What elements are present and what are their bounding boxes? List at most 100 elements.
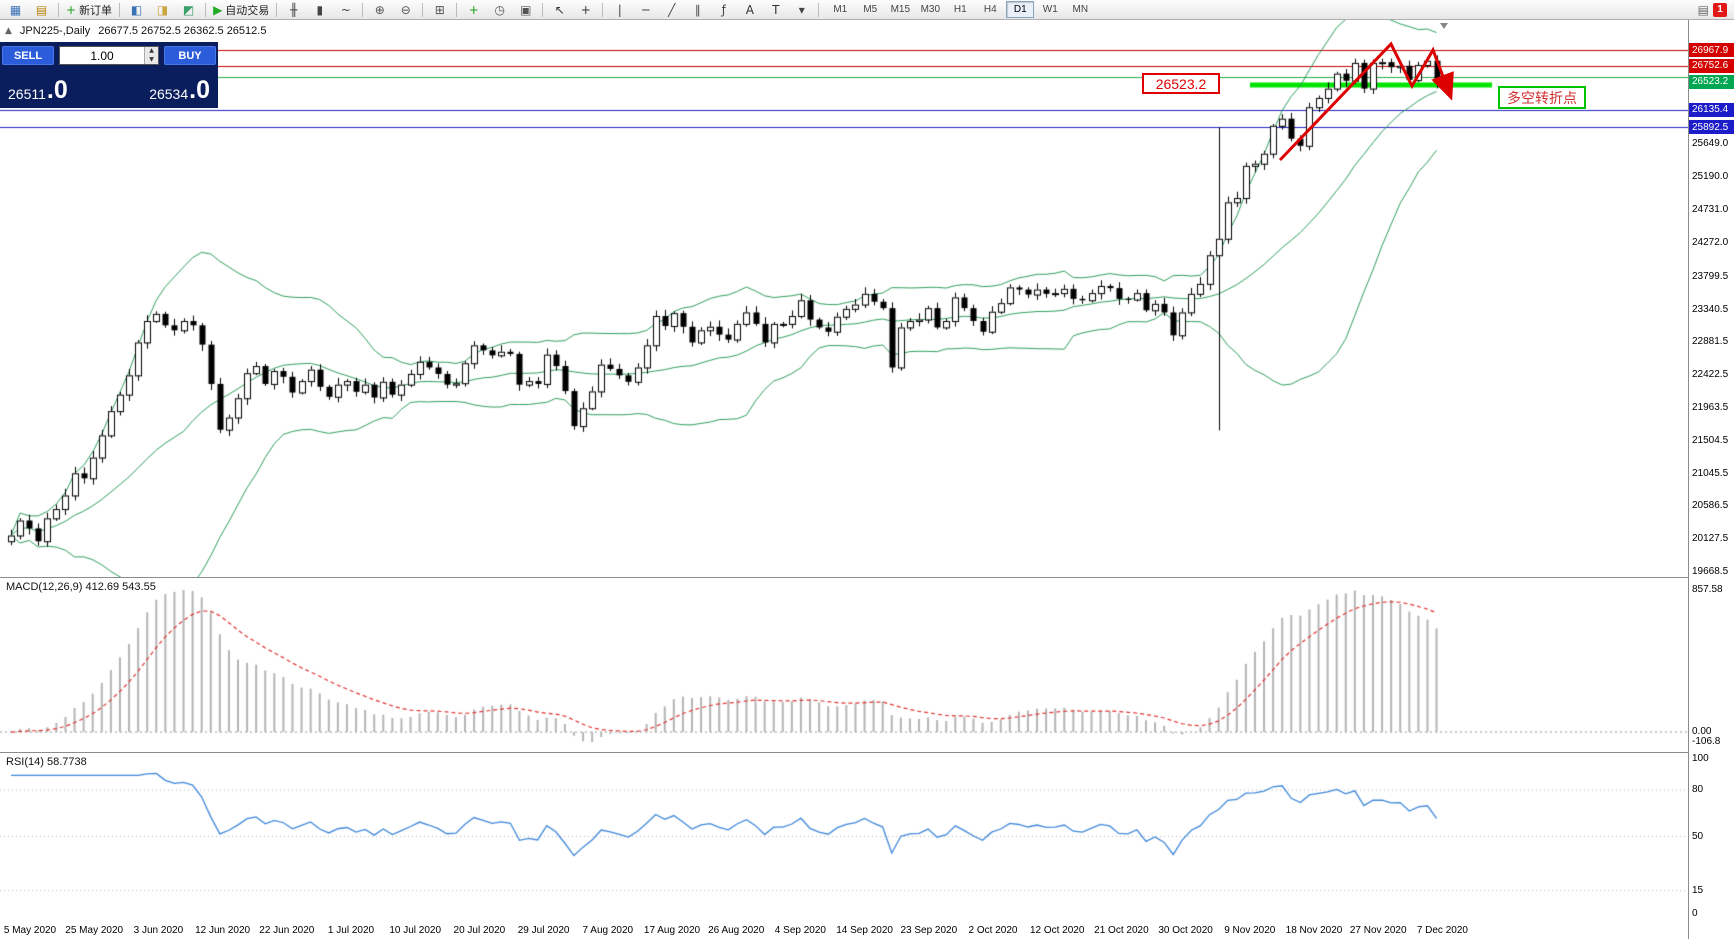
date-label: 29 Jul 2020 [517,925,570,936]
horizontal-line-icon[interactable]: ─ [633,0,658,19]
chart-ohlc-info: ▲ JPN225-,Daily 26677.5 26752.5 26362.5 … [5,25,266,37]
volume-down-button[interactable]: ▼ [145,55,158,64]
zoom-in-icon: ⊕ [374,2,385,17]
volume-value[interactable]: 1.00 [90,48,114,63]
period-icon: ◷ [494,2,506,17]
timeframe-h4[interactable]: H4 [983,4,997,15]
price-axis-label: 21045.5 [1692,467,1729,479]
crosshair-icon: + [580,2,591,17]
price-axis-label: 22422.5 [1692,369,1729,381]
notification-badge[interactable]: 1 [1713,2,1727,17]
ohlc-values: 26677.5 26752.5 26362.5 26512.5 [98,25,267,37]
date-label: 2 Oct 2020 [968,925,1018,936]
navigator-icon: ◩ [182,2,195,17]
toolbar: ▦ ▤ + 新订单 ◧ ◨ ◩ ▶ 自动交易 ╫ ▮ ~ ⊕ ⊖ ⊞ + ◷ ▣ ↖ + | ─ ╱ ∥ ƒ A T ▾ M1 M5 M15… [0,0,1734,20]
cursor-icon[interactable]: ↖ [547,0,572,19]
volume-up-button[interactable]: ▲ [145,47,158,56]
rsi-pane-canvas[interactable] [0,753,1688,922]
fibonacci-icon[interactable]: ƒ [711,0,736,19]
date-label: 7 Aug 2020 [582,925,634,936]
trendline-icon[interactable]: ╱ [659,0,684,19]
pane-separator[interactable] [0,752,1734,753]
sell-price-main: 26511 [8,86,46,102]
templates-icon[interactable]: ▣ [513,0,538,19]
date-label: 27 Nov 2020 [1349,925,1407,936]
date-label: 5 May 2020 [3,925,57,936]
toolbar-separator [456,2,458,17]
date-label: 25 May 2020 [65,925,124,936]
timeframe-m15[interactable]: M15 [890,4,911,15]
new-order-button[interactable]: + 新订单 [63,0,115,19]
price-axis[interactable]: 25649.0 25190.0 24731.0 24272.0 23799.5 23340… [1688,20,1734,939]
time-axis[interactable]: 5 May 2020 25 May 2020 3 Jun 2020 12 Jun 20… [0,922,1688,939]
shapes-dropdown-icon[interactable]: ▾ [789,0,814,19]
pane-separator[interactable] [0,577,1734,578]
date-label: 17 Aug 2020 [643,925,701,936]
navigator-icon[interactable]: ◩ [176,0,201,19]
rsi-axis-label: 0 [1692,908,1698,919]
vertical-line-icon[interactable]: | [607,0,632,19]
text-icon: A [745,2,754,17]
bar-chart-icon: ╫ [290,2,298,17]
date-label: 4 Sep 2020 [774,925,826,936]
date-label: 12 Jun 2020 [195,925,251,936]
line-chart-icon[interactable]: ~ [333,0,358,19]
date-label: 20 Jul 2020 [453,925,506,936]
zoom-out-icon[interactable]: ⊖ [393,0,418,19]
text-icon[interactable]: A [737,0,762,19]
timeframe-h1[interactable]: H1 [953,4,967,15]
profiles-icon[interactable]: ▤ [29,0,54,19]
bar-chart-icon[interactable]: ╫ [281,0,306,19]
timeframe-m5[interactable]: M5 [863,4,878,15]
volume-input[interactable]: 1.00 ▲ ▼ [59,46,159,65]
channel-icon[interactable]: ∥ [685,0,710,19]
crosshair-icon[interactable]: + [573,0,598,19]
date-label: 7 Dec 2020 [1416,925,1468,936]
timeframe-d1[interactable]: D1 [1006,1,1035,18]
market-watch-icon[interactable]: ◧ [124,0,149,19]
sell-button[interactable]: SELL [2,46,54,65]
buy-button[interactable]: BUY [164,46,216,65]
timeframe-w1[interactable]: W1 [1042,4,1058,15]
price-callout-label[interactable]: 26523.2 [1142,73,1220,94]
new-chart-icon[interactable]: ▦ [3,0,28,19]
date-label: 10 Jul 2020 [389,925,442,936]
auto-trading-button[interactable]: ▶ 自动交易 [210,0,272,19]
timeframe-mn[interactable]: MN [1072,4,1089,15]
fibonacci-icon: ƒ [721,2,726,17]
turning-point-note[interactable]: 多空转折点 [1498,86,1586,109]
horizontal-line-icon: ─ [642,2,650,17]
macd-axis-label: 0.00 [1692,726,1712,738]
tile-windows-icon: ⊞ [434,2,445,17]
label-icon: T [772,2,780,17]
price-chart-canvas[interactable] [0,20,1688,577]
tile-windows-icon[interactable]: ⊞ [427,0,452,19]
collapse-triangle-icon[interactable]: ▲ [5,26,12,36]
macd-axis-label: -106.8 [1692,736,1721,747]
add-indicator-icon: + [468,2,479,17]
timeframe-m30[interactable]: M30 [920,4,941,15]
profiles-icon: ▤ [35,2,48,17]
new-order-icon: + [66,2,77,17]
price-axis-label: 20127.5 [1692,533,1729,545]
date-label: 23 Sep 2020 [900,925,958,936]
toolbar-separator [602,2,604,17]
alerts-icon[interactable]: ▤ [1697,2,1709,17]
rsi-axis-label: 50 [1692,830,1704,842]
price-tag: 26752.6 [1689,58,1734,73]
period-icon[interactable]: ◷ [487,0,512,19]
date-label: 1 Jul 2020 [327,925,375,936]
macd-pane-canvas[interactable] [0,578,1688,752]
candlestick-chart-icon[interactable]: ▮ [307,0,332,19]
label-icon[interactable]: T [763,0,788,19]
sell-price: 26511 .0 [8,75,68,104]
macd-indicator-label: MACD(12,26,9) 412.69 543.55 [6,581,156,593]
toolbar-separator [119,2,121,17]
chart-shift-marker[interactable] [1440,23,1448,29]
zoom-in-icon[interactable]: ⊕ [367,0,392,19]
timeframe-m1[interactable]: M1 [833,4,848,15]
sell-price-frac: .0 [46,75,68,104]
buy-price-main: 26534 [149,86,189,102]
data-window-icon[interactable]: ◨ [150,0,175,19]
add-indicator-icon[interactable]: + [461,0,486,19]
